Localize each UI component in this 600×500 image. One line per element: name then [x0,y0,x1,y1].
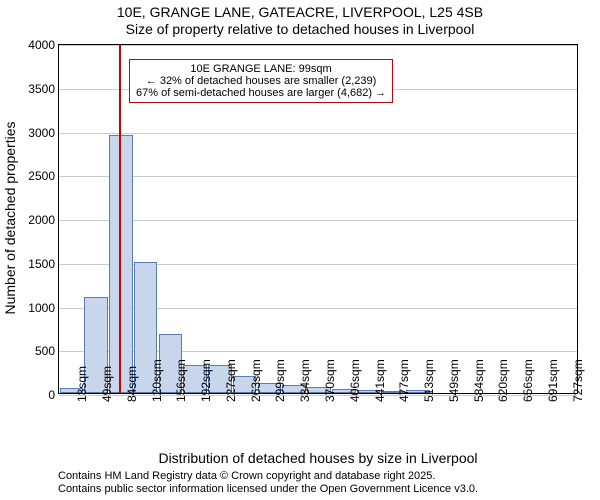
ytick-label: 3500 [19,82,55,96]
annotation-box: 10E GRANGE LANE: 99sqm← 32% of detached … [129,59,393,103]
x-axis-label: Distribution of detached houses by size … [58,450,578,466]
ytick-label: 4000 [19,38,55,52]
ytick-label: 1500 [19,257,55,271]
gridline [59,133,577,134]
xtick-label: 549sqm [447,359,461,402]
xtick-label: 84sqm [125,366,139,402]
xtick-label: 227sqm [224,359,238,402]
ytick-label: 3000 [19,126,55,140]
gridline [59,176,577,177]
xtick-label: 334sqm [298,359,312,402]
chart-container: 10E, GRANGE LANE, GATEACRE, LIVERPOOL, L… [0,0,600,500]
footer-line1: Contains HM Land Registry data © Crown c… [58,470,478,483]
annotation-line: ← 32% of detached houses are smaller (2,… [136,75,386,87]
reference-line [119,45,121,393]
plot-area: 0500100015002000250030003500400010E GRAN… [58,44,578,394]
xtick-label: 441sqm [373,359,387,402]
title-line2: Size of property relative to detached ho… [0,21,600,38]
annotation-line: 67% of semi-detached houses are larger (… [136,87,386,99]
xtick-label: 727sqm [571,359,585,402]
annotation-line: 10E GRANGE LANE: 99sqm [136,63,386,75]
xtick-label: 49sqm [100,366,114,402]
xtick-label: 192sqm [199,359,213,402]
xtick-label: 13sqm [75,366,89,402]
xtick-label: 406sqm [348,359,362,402]
gridline [59,45,577,46]
xtick-label: 656sqm [521,359,535,402]
xtick-label: 299sqm [273,359,287,402]
ytick-label: 1000 [19,301,55,315]
y-axis-label: Number of detached properties [2,118,18,318]
xtick-label: 370sqm [323,359,337,402]
xtick-label: 120sqm [150,359,164,402]
xtick-label: 263sqm [249,359,263,402]
xtick-label: 620sqm [496,359,510,402]
xtick-label: 477sqm [397,359,411,402]
footer-line2: Contains public sector information licen… [58,483,478,496]
xtick-label: 691sqm [546,359,560,402]
ytick-label: 2500 [19,169,55,183]
title-line1: 10E, GRANGE LANE, GATEACRE, LIVERPOOL, L… [0,0,600,21]
ytick-label: 0 [19,388,55,402]
ytick-label: 500 [19,344,55,358]
footer: Contains HM Land Registry data © Crown c… [58,470,478,496]
xtick-label: 584sqm [472,359,486,402]
xtick-label: 156sqm [174,359,188,402]
ytick-label: 2000 [19,213,55,227]
xtick-label: 513sqm [422,359,436,402]
gridline [59,220,577,221]
